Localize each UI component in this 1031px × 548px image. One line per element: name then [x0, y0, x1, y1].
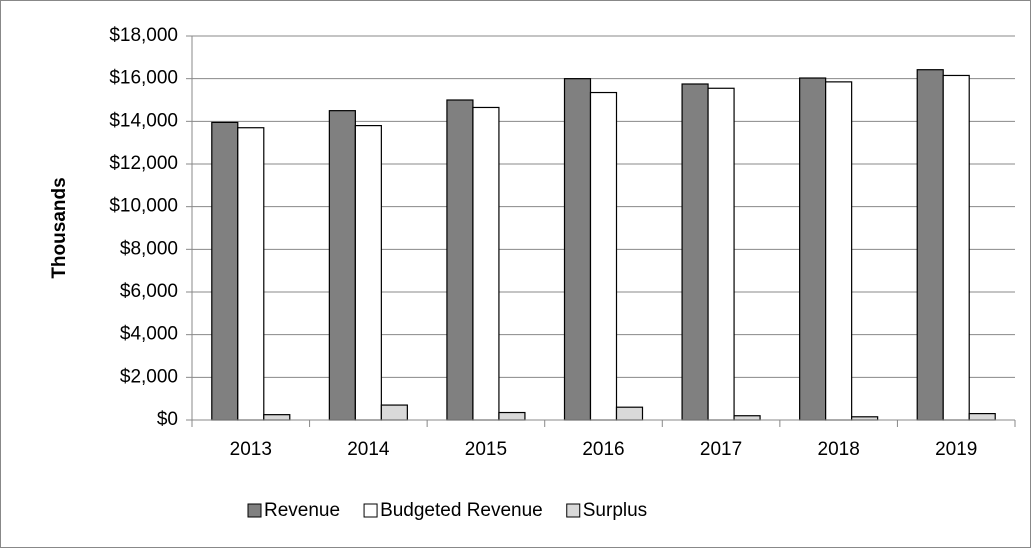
bar [354, 124, 382, 421]
bar [681, 83, 709, 421]
bar [942, 74, 970, 421]
x-tick-label: 2013 [230, 439, 272, 460]
bar [263, 414, 291, 421]
legend-label: Budgeted Revenue [380, 500, 543, 521]
legend-label: Revenue [264, 500, 340, 521]
legend-swatch [247, 503, 262, 518]
bar [733, 415, 761, 421]
legend-swatch [363, 503, 378, 518]
x-tick-label: 2015 [465, 439, 507, 460]
bar [563, 78, 592, 421]
x-tick-label: 2016 [582, 439, 624, 460]
x-tick-label: 2019 [935, 439, 977, 460]
bar [615, 406, 644, 421]
y-tick-label: $8,000 [120, 238, 178, 259]
y-tick-label: $16,000 [109, 68, 178, 89]
bar [446, 99, 474, 421]
bar [707, 87, 735, 421]
bar [472, 106, 500, 421]
y-tick-label: $14,000 [109, 110, 178, 131]
bar [968, 413, 996, 421]
bar [825, 81, 853, 421]
y-tick-label: $12,000 [109, 153, 178, 174]
bar [211, 121, 239, 421]
legend-label: Surplus [583, 500, 647, 521]
y-tick-label: $18,000 [109, 25, 178, 46]
y-tick-label: $10,000 [109, 196, 178, 217]
x-tick-label: 2017 [700, 439, 742, 460]
bar [328, 110, 356, 421]
bar [498, 411, 526, 421]
legend-swatch [566, 503, 581, 518]
y-axis-title: Thousands [49, 177, 70, 278]
x-tick-label: 2018 [818, 439, 860, 460]
y-tick-label: $0 [157, 409, 178, 430]
bar [380, 404, 408, 421]
y-tick-label: $4,000 [120, 324, 178, 345]
bar [237, 127, 265, 421]
y-tick-label: $2,000 [120, 366, 178, 387]
y-tick-label: $6,000 [120, 281, 178, 302]
bar [916, 69, 944, 421]
x-tick-label: 2014 [347, 439, 390, 460]
bar [589, 91, 618, 421]
bar [799, 77, 827, 421]
